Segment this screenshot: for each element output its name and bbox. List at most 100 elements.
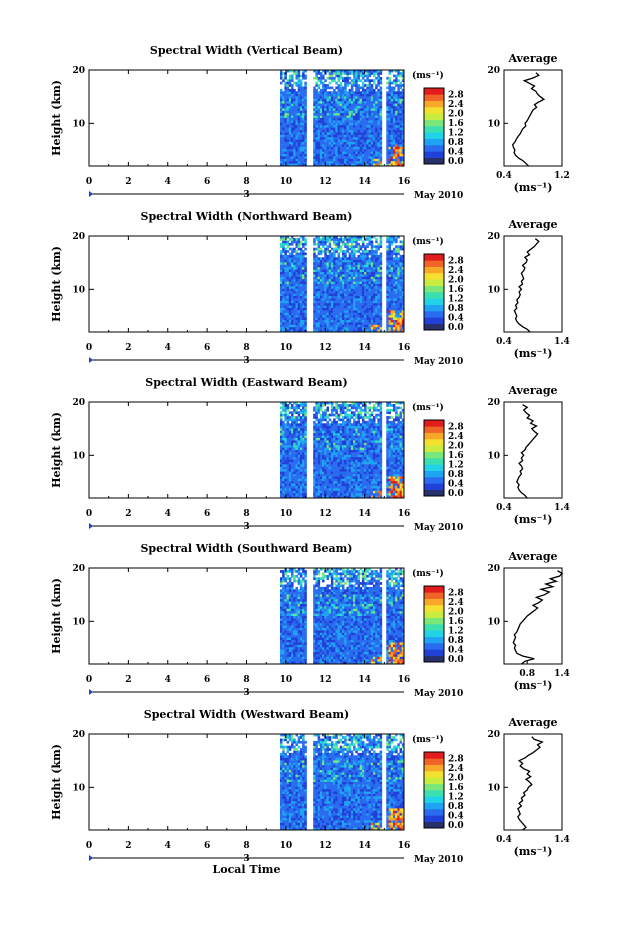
heatmap-cell <box>339 473 343 477</box>
heatmap-cell <box>392 120 396 123</box>
heatmap-cell <box>395 163 398 166</box>
heatmap-cell <box>348 156 352 159</box>
heatmap-cell <box>399 271 403 275</box>
heatmap-cell <box>333 115 336 118</box>
heatmap-cell <box>324 286 327 289</box>
heatmap-cell <box>286 319 290 323</box>
heatmap-cell <box>346 139 349 142</box>
heatmap-cell <box>299 240 303 244</box>
heatmap-cell <box>353 129 356 133</box>
heatmap-cell <box>322 108 325 111</box>
heatmap-cell <box>302 473 305 477</box>
heatmap-cell <box>337 317 341 320</box>
heatmap-cell <box>282 108 285 111</box>
heatmap-cell <box>350 264 354 268</box>
heatmap-cell <box>375 262 378 265</box>
heatmap-cell <box>319 134 323 138</box>
heatmap-cell <box>377 264 380 268</box>
heatmap-cell <box>401 110 405 114</box>
heatmap-cell <box>291 468 294 472</box>
heatmap-cell <box>395 324 398 328</box>
heatmap-cell <box>319 420 323 424</box>
heatmap-cell <box>372 100 376 104</box>
heatmap-cell <box>330 264 334 268</box>
panel-2: Spectral Width (Northward Beam)0 2 4 6 8 10 12… <box>50 210 570 367</box>
heatmap-cell <box>390 105 394 109</box>
heatmap-cell <box>319 478 323 482</box>
heatmap-cell <box>279 252 283 256</box>
heatmap-cell <box>297 88 301 92</box>
heatmap-cell <box>377 312 380 316</box>
heatmap-cell <box>350 247 354 251</box>
heatmap-cell <box>315 483 318 486</box>
heatmap-cell <box>286 288 290 292</box>
heatmap-cell <box>291 259 294 263</box>
heatmap-cell <box>286 428 290 431</box>
heatmap-cell <box>350 266 354 270</box>
heatmap-cell <box>386 276 389 280</box>
heatmap-cell <box>322 295 325 299</box>
colorbar-tick-label: 2.8 <box>448 91 464 101</box>
heatmap-cell <box>375 295 378 299</box>
heatmap-cell <box>315 160 318 164</box>
heatmap-cell <box>370 93 374 97</box>
heatmap-cell <box>295 483 298 486</box>
heatmap-cell <box>304 242 307 246</box>
heatmap-cell <box>339 91 343 94</box>
heatmap-cell <box>337 98 341 102</box>
heatmap-cell <box>339 300 343 304</box>
heatmap-cell <box>364 132 367 135</box>
heatmap-cell <box>397 98 400 102</box>
heatmap-cell <box>341 139 345 142</box>
heatmap-cell <box>330 464 334 467</box>
heatmap-cell <box>386 295 389 299</box>
heatmap-cell <box>322 418 325 422</box>
heatmap-cell <box>368 290 372 294</box>
heatmap-cell <box>372 319 376 323</box>
heatmap-cell <box>388 295 392 299</box>
heatmap-cell <box>317 247 321 251</box>
heatmap-cell <box>326 103 329 106</box>
heatmap-cell <box>299 452 303 455</box>
heatmap-cell <box>293 132 296 135</box>
heatmap-cell <box>341 314 345 318</box>
heatmap-cell <box>368 146 372 150</box>
heatmap-cell <box>388 281 392 284</box>
heatmap-cell <box>284 88 287 92</box>
heatmap-cell <box>293 141 296 145</box>
heatmap-cell <box>390 127 394 130</box>
heatmap-cell <box>291 153 294 157</box>
heatmap-cell <box>339 464 343 467</box>
heatmap-cell <box>288 158 292 162</box>
heatmap-cell <box>302 153 305 157</box>
heatmap-cell <box>286 144 290 147</box>
heatmap-cell <box>313 139 316 142</box>
heatmap-cell <box>366 158 369 162</box>
heatmap-cell <box>291 440 294 443</box>
heatmap-cell <box>388 290 392 294</box>
heatmap-cell <box>375 245 378 248</box>
heatmap-cell <box>350 252 354 256</box>
heatmap-cell <box>368 305 372 308</box>
heatmap-cell <box>386 298 389 301</box>
heatmap-cell <box>341 286 345 289</box>
heatmap-cell <box>315 454 318 458</box>
heatmap-cell <box>366 290 369 294</box>
heatmap-cell <box>315 100 318 104</box>
heatmap-cell <box>302 495 305 498</box>
heatmap-cell <box>313 437 316 441</box>
heatmap-cell <box>357 324 360 328</box>
heatmap-cell <box>339 478 343 482</box>
heatmap-cell <box>379 69 383 73</box>
heatmap-cell <box>302 269 305 272</box>
heatmap-cell <box>326 466 329 470</box>
heatmap-cell <box>295 105 298 109</box>
x-tick-label: 0 <box>86 343 92 353</box>
heatmap-cell <box>364 322 367 325</box>
heatmap-cell <box>390 163 394 166</box>
heatmap-cell <box>339 490 343 494</box>
heatmap-cell <box>348 254 352 258</box>
heatmap-cell <box>335 428 338 431</box>
heatmap-cell <box>324 158 327 162</box>
heatmap-cell <box>386 151 389 154</box>
